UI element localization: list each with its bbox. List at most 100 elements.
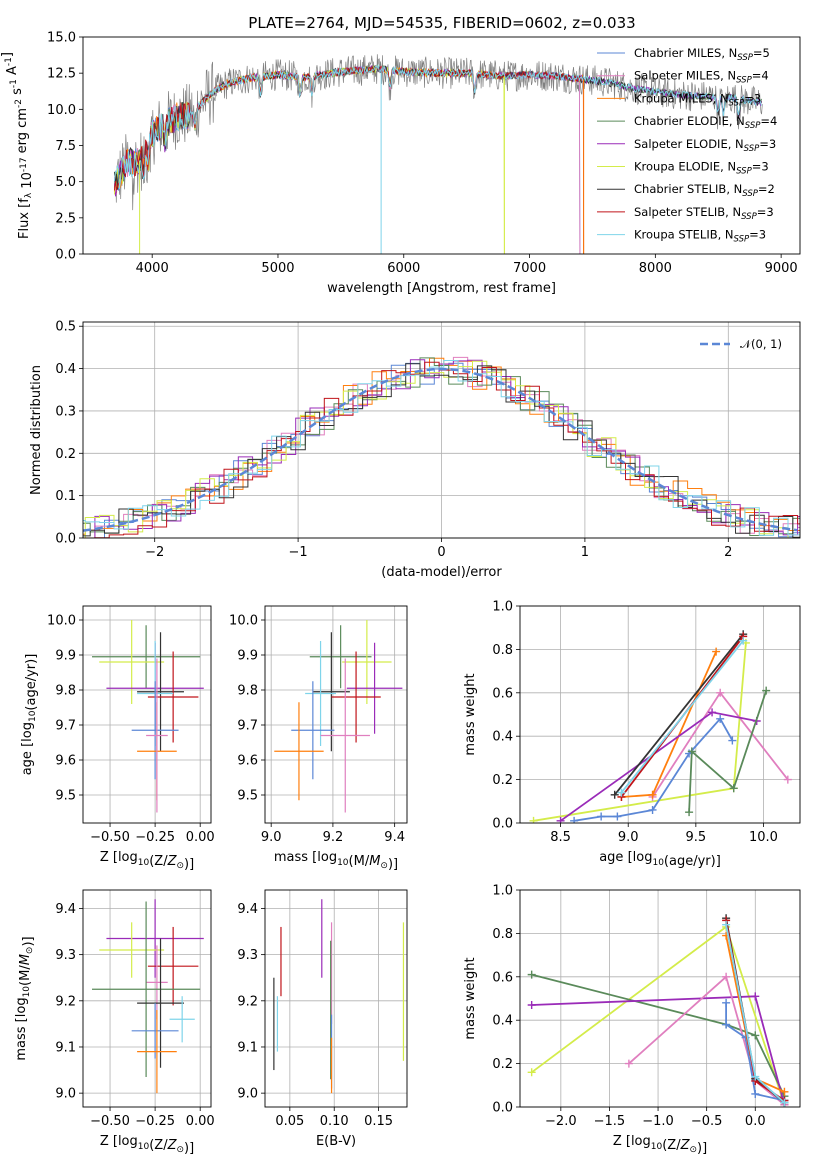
legend-label-kroupa_elodie: Kroupa ELODIE, NSSP=3: [634, 160, 769, 177]
age_weight-ylabel: mass weight: [463, 673, 478, 755]
z_mass-point-chabrier_elodie: [92, 901, 201, 1077]
y-tick-label: 1.0: [492, 600, 513, 615]
residuals-xlabel: (data-model)/error: [381, 565, 502, 580]
y-tick-label: 10.0: [229, 614, 258, 629]
x-tick-label: 0.15: [364, 1114, 393, 1129]
z_weight-marker-chabrier_miles: [722, 998, 731, 1007]
y-tick-label: 0.0: [492, 817, 513, 832]
age_weight-marker-chabrier_miles: [716, 714, 725, 723]
residuals-marks: [83, 356, 800, 538]
age_weight-marker-kroupa_miles: [648, 790, 657, 799]
y-tick-label: 0.4: [55, 362, 76, 377]
z_weight-marker-salpeter_miles: [722, 972, 731, 981]
x-tick-label: 0.10: [320, 1114, 349, 1129]
y-tick-label: 0.8: [492, 927, 513, 942]
figure-title: PLATE=2764, MJD=54535, FIBERID=0602, z=0…: [248, 14, 635, 32]
age_weight-series-chabrier_elodie: [688, 690, 768, 813]
age_weight-marker-chabrier_elodie: [685, 808, 694, 817]
y-tick-label: 1.0: [492, 884, 513, 899]
mass_age-point-kroupa_elodie: [342, 620, 392, 704]
y-tick-label: 0.2: [492, 1057, 513, 1072]
x-tick-label: 0.00: [186, 1114, 215, 1129]
x-tick-label: −1.5: [594, 1114, 626, 1129]
y-tick-label: 9.0: [55, 1087, 76, 1102]
z_weight-marker-salpeter_elodie: [527, 1001, 536, 1010]
mass_age-point-chabrier_miles: [291, 681, 335, 780]
age_weight-marker-chabrier_stelib: [610, 790, 619, 799]
z_age-point-chabrier_miles: [131, 681, 179, 780]
y-tick-label: 0.3: [55, 404, 76, 419]
y-tick-label: 9.5: [55, 789, 76, 804]
z_weight-marker-kroupa_miles: [780, 1087, 789, 1096]
ebv_mass-xlabel: E(B-V): [316, 1134, 356, 1149]
y-tick-label: 9.3: [237, 948, 258, 963]
age_weight-marker-kroupa_stelib: [739, 636, 748, 645]
x-tick-label: −2: [145, 545, 164, 560]
y-tick-label: 2.5: [55, 211, 76, 226]
age_weight-marker-chabrier_miles: [613, 812, 622, 821]
x-tick-label: 7000: [513, 261, 546, 276]
y-tick-label: 10.0: [47, 103, 76, 118]
x-tick-label: −0.25: [135, 830, 175, 845]
z_weight-marker-chabrier_miles: [722, 1020, 731, 1029]
legend-label-chabrier_elodie: Chabrier ELODIE, NSSP=4: [634, 114, 777, 131]
z_age-frame: [82, 605, 212, 824]
ebv_mass-grid: [265, 890, 407, 1107]
age_weight-marker-chabrier_elodie: [687, 747, 696, 756]
mass_age-marks: [274, 620, 403, 813]
x-tick-label: 0.05: [275, 1114, 304, 1129]
age_weight-marker-chabrier_miles: [570, 816, 579, 823]
legend-label-chabrier_miles: Chabrier MILES, NSSP=5: [634, 46, 770, 63]
mass_age-point-salpeter_miles: [320, 658, 370, 813]
z_weight-grid: [520, 889, 800, 1108]
residuals-ylabel: Normed distribution: [29, 365, 44, 495]
ebv_mass-marks: [273, 899, 405, 1094]
x-tick-label: 1: [581, 545, 589, 560]
z_weight-marker-kroupa_elodie: [527, 1068, 536, 1077]
mass_age-panel: 9.0 9.2 9.4 9.5 9.6 9.7 9.8 9.9 10.0 mass [log10(…: [229, 605, 408, 872]
z_mass-point-kroupa_elodie: [99, 922, 165, 978]
z_age-panel: −0.50 −0.25 0.00 9.5 9.6 9.7 9.8 9.9 10.0 Z [log1…: [20, 605, 215, 872]
z_weight-xlabel: Z [log10(Z/Z⊙)]: [613, 1134, 707, 1156]
z_weight-marker-salpeter_elodie: [751, 992, 760, 1001]
z_age-point-chabrier_stelib: [137, 632, 184, 752]
z_weight-marker-salpeter_miles: [624, 1059, 633, 1068]
legend-label-kroupa_miles: Kroupa MILES, NSSP=3: [634, 91, 761, 108]
mass_age-point-kroupa_stelib: [305, 641, 336, 746]
legend-label-salpeter_miles: Salpeter MILES, NSSP=4: [634, 69, 769, 86]
age_weight-marker-chabrier_elodie: [762, 686, 771, 695]
spectrum-ylabel: Flux [fλ 10-17 erg cm-2 s-1 A-1]: [0, 52, 35, 239]
spectrum-model-kroupa_elodie: [113, 64, 505, 254]
z_weight-marker-kroupa_stelib: [722, 920, 731, 929]
x-tick-label: −0.50: [90, 1114, 130, 1129]
mass_age-point-chabrier_elodie: [309, 625, 372, 689]
y-tick-label: 9.1: [237, 1040, 258, 1055]
y-tick-label: 9.7: [237, 719, 258, 734]
z_age-point-salpeter_miles: [146, 658, 168, 813]
z_mass-marks: [92, 899, 204, 1094]
z_weight-panel: −2.0 −1.5 −1.0 −0.5 0.0 0.0 0.2 0.4 0.6 0.8 1.0 Z […: [463, 884, 801, 1156]
y-tick-label: 0.4: [492, 730, 513, 745]
legend-label-gauss: 𝒩(0, 1): [740, 337, 782, 351]
y-tick-label: 9.3: [55, 948, 76, 963]
residual-legend: 𝒩(0, 1): [700, 337, 782, 351]
age_weight-marker-kroupa_stelib: [617, 788, 626, 797]
residuals-frame: [82, 321, 801, 539]
age_weight-series-kroupa_stelib: [620, 640, 744, 794]
y-tick-label: 9.9: [237, 649, 258, 664]
age_weight-series-salpeter_miles: [651, 691, 789, 798]
age_weight-panel: 8.5 9.0 9.5 10.0 0.0 0.2 0.4 0.6 0.8 1.0 age [log1…: [463, 600, 801, 869]
x-tick-label: −2.0: [545, 1114, 577, 1129]
x-tick-label: 9.4: [384, 830, 405, 845]
z_mass-point-chabrier_stelib: [137, 938, 184, 1068]
x-tick-label: 9.2: [323, 830, 344, 845]
z_mass-grid: [83, 890, 211, 1107]
y-tick-label: 9.6: [55, 754, 76, 769]
z_weight-ylabel: mass weight: [463, 957, 478, 1039]
residual-hist-kroupa_elodie: [83, 360, 800, 538]
z_weight-frame: [519, 889, 801, 1108]
residuals-panel: −2 −1 0 1 2 0.0 0.1 0.2 0.3 0.4 0.5 (data-model)/er…: [29, 320, 801, 580]
age_weight-marker-chabrier_miles: [597, 812, 606, 821]
z_mass-point-kroupa_miles: [137, 1010, 177, 1094]
y-tick-label: 0.8: [492, 643, 513, 658]
